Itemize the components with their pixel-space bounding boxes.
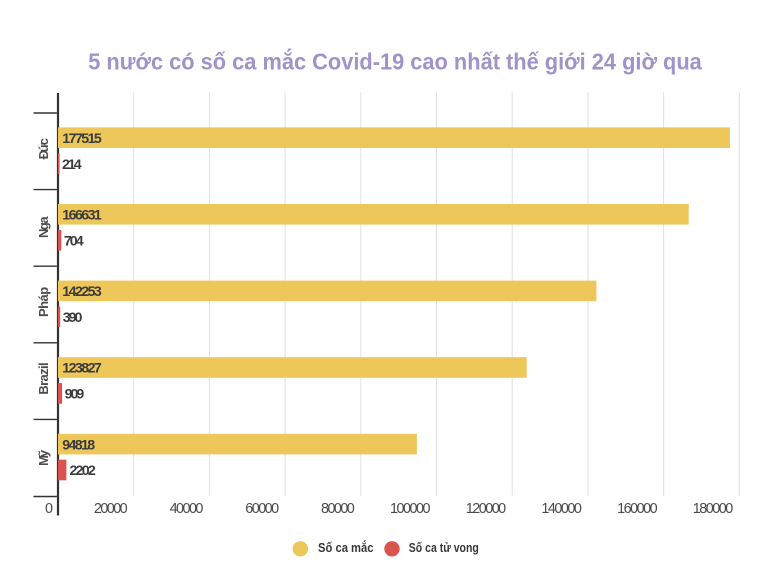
svg-text:2202: 2202	[70, 463, 96, 479]
svg-text:704: 704	[64, 233, 84, 249]
svg-text:142253: 142253	[62, 284, 102, 300]
svg-text:Đức: Đức	[36, 138, 51, 159]
svg-text:Brazil: Brazil	[36, 362, 51, 394]
svg-text:Số ca mắc: Số ca mắc	[318, 540, 374, 555]
svg-text:80000: 80000	[321, 501, 355, 517]
svg-text:Pháp: Pháp	[36, 287, 51, 317]
svg-text:94818: 94818	[62, 437, 95, 453]
svg-text:140000: 140000	[541, 501, 582, 517]
svg-text:177515: 177515	[62, 131, 102, 147]
svg-text:180000: 180000	[693, 501, 734, 517]
svg-text:120000: 120000	[466, 501, 507, 517]
svg-text:160000: 160000	[617, 501, 658, 517]
svg-text:100000: 100000	[390, 501, 431, 517]
svg-text:Số ca tử vong: Số ca tử vong	[409, 541, 479, 555]
svg-text:Mỹ: Mỹ	[36, 449, 51, 466]
svg-text:Nga: Nga	[36, 216, 51, 238]
svg-text:123827: 123827	[62, 361, 102, 377]
svg-text:60000: 60000	[245, 501, 279, 517]
svg-text:166631: 166631	[62, 208, 102, 224]
svg-text:0: 0	[45, 501, 53, 517]
svg-text:909: 909	[65, 387, 85, 403]
svg-text:40000: 40000	[170, 501, 204, 517]
svg-text:5 nước có số ca mắc Covid-19 c: 5 nước có số ca mắc Covid-19 cao nhất th…	[88, 48, 702, 75]
svg-text:20000: 20000	[94, 501, 128, 517]
svg-text:390: 390	[63, 310, 83, 326]
svg-text:214: 214	[62, 157, 82, 173]
